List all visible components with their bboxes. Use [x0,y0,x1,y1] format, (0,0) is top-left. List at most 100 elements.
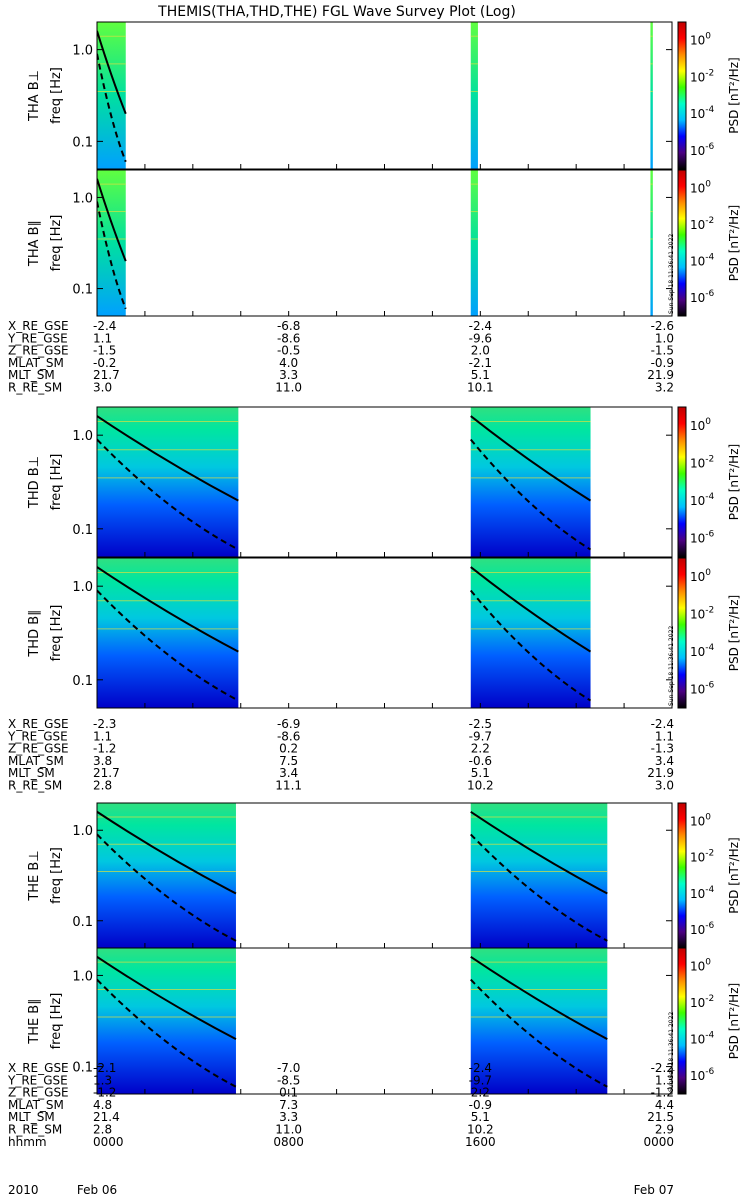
colorbar-tick-label: 10-6 [690,1067,715,1083]
ephemeris-value: -2.4 [469,319,492,333]
ephemeris-value: 5.1 [471,368,490,382]
ephemeris-value: -9.7 [469,729,492,743]
spectrogram-block [470,22,478,169]
gyrofrequency-curve [470,810,608,895]
ephemeris-value: 21.9 [647,766,674,780]
harmonic-curve [97,978,237,1088]
ephemeris-value: 1.1 [655,729,674,743]
colorbar-tick-label: 100 [690,958,711,974]
ephemeris-value: 21.5 [647,1110,674,1124]
ephemeris-value: 3.0 [93,381,112,395]
ephemeris-value: 1.1 [93,729,112,743]
spectrogram-block [650,22,653,169]
ephemeris-value: 5.1 [471,766,490,780]
ephemeris-row-name: MLT_SM [8,368,55,382]
spectrogram-block [650,170,653,316]
ephemeris-value: 11.1 [275,779,302,793]
colorbar-tick-label: 10-6 [690,681,715,697]
ephemeris-row-name: R_RE_SM [8,779,62,793]
ephemeris-value: -9.7 [469,1073,492,1087]
ephemeris-value: -2.4 [651,717,674,731]
colorbar-label: PSD [nT²/Hz] [727,57,741,133]
ephemeris-value: 10.2 [467,779,494,793]
colorbar-tick-label: 10-4 [690,885,715,901]
date-start: Feb 06 [77,1183,117,1197]
ephemeris-value: -8.6 [277,729,300,743]
ephemeris-value: -1.2 [651,1086,674,1100]
ephemeris-value: -6.9 [277,717,300,731]
ephemeris-row-name: X_RE_GSE [8,319,69,333]
colorbar-tick-label: 100 [690,417,711,433]
colorbar-label: PSD [nT²/Hz] [727,444,741,520]
panel-probe-label: THA B⊥ [27,70,42,122]
ephemeris-value: 7.5 [279,754,298,768]
ephemeris-value: 21.4 [93,1110,120,1124]
ephemeris-value: -2.5 [469,717,492,731]
ephemeris-value: -1.5 [651,344,674,358]
colorbar-label: PSD [nT²/Hz] [727,595,741,671]
ephemeris-row-name: X_RE_GSE [8,717,69,731]
panel-freq-label: freq [Hz] [49,847,64,904]
ephemeris-row-name: Y_RE_GSE [7,331,68,345]
colorbar [677,947,687,1095]
colorbar [677,21,687,170]
colorbar-tick-label: 100 [690,812,711,828]
ephemeris-value: 5.1 [471,1110,490,1124]
ephemeris-group-the: X_RE_GSE -2.1 -7.0 -2.4 -2.2 Y_RE_GSE 1.3 -8.5 -… [7,1061,674,1149]
harmonic-curve [97,589,239,702]
colorbar-tick-label: 10-4 [690,492,715,508]
colorbar-tick-label: 100 [690,32,711,48]
y-tick-label: 1.0 [72,44,93,59]
ephemeris-value: 1.3 [655,1073,674,1087]
panel-probe-label: THE B⊥ [27,850,42,901]
ephemeris-row-name: MLAT_SM [8,1098,64,1112]
gyrofrequency-curve [97,30,127,115]
date-end: Feb 07 [634,1183,674,1197]
colorbar-tick-label: 10-2 [690,455,714,471]
gyrofrequency-curve [97,178,127,262]
colorbar-tick-label: 10-2 [690,849,714,865]
ephemeris-value: 3.8 [93,754,112,768]
ephemeris-value: -1.2 [93,1086,116,1100]
colorbar-tick-label: 10-4 [690,105,715,121]
ephemeris-value: -0.9 [469,1098,492,1112]
spectrogram-data [97,558,592,708]
ephemeris-group-tha: X_RE_GSE -2.4 -6.8 -2.4 -2.6Y_RE_GSE 1.1 -8.6-… [7,319,674,395]
ephemeris-row-name: Z_RE_GSE [8,344,69,358]
panel-probe-label: THE B∥ [27,998,42,1044]
y-tick-label: 0.1 [72,1061,93,1076]
ephemeris-value: -2.2 [651,1061,674,1075]
colorbar-tick-label: 10-2 [690,606,714,622]
colorbar [677,169,687,317]
spectrogram-data [97,170,653,316]
ephemeris-row-name: MLAT_SM [8,754,64,768]
harmonic-curve [470,833,608,942]
gyrofrequency-curve [470,415,592,502]
gyrofrequency-curve [470,956,608,1041]
colorbar-tick-label: 10-2 [690,216,714,232]
harmonic-curve [97,438,239,551]
ephemeris-value: -2.1 [469,356,492,370]
timestamp-stamp: Sun Sep 18 11:36:41 2022 [668,1012,675,1092]
colorbar-label: PSD [nT²/Hz] [727,837,741,913]
y-tick-label: 0.1 [72,523,93,538]
colorbar [677,557,687,709]
figure-title: THEMIS(THA,THD,THE) FGL Wave Survey Plot… [157,4,516,20]
colorbar-label: PSD [nT²/Hz] [727,983,741,1059]
panel-frame [96,169,673,317]
y-tick-label: 1.0 [72,191,93,206]
ephemeris-group-thd: X_RE_GSE -2.3 -6.9 -2.5 -2.4 Y_RE_GSE 1.1 -8.6 -… [7,717,674,793]
ephemeris-value: 2.8 [93,779,112,793]
timestamp-stamp: Sun Sep 18 11:36:41 2022 [668,626,675,706]
panel-probe-label: THD B⊥ [27,456,42,509]
ephemeris-value: -6.8 [277,319,300,333]
ephemeris-value: 21.9 [647,368,674,382]
ephemeris-value: -1.5 [93,344,116,358]
panel-probe-label: THD B∥ [27,609,42,657]
ephemeris-value: -0.6 [469,754,492,768]
ephemeris-value: -8.6 [277,331,300,345]
ephemeris-value: 1.0 [655,331,674,345]
colorbar-tick-label: 10-6 [690,921,715,937]
ephemeris-value: 10.2 [467,1123,494,1137]
